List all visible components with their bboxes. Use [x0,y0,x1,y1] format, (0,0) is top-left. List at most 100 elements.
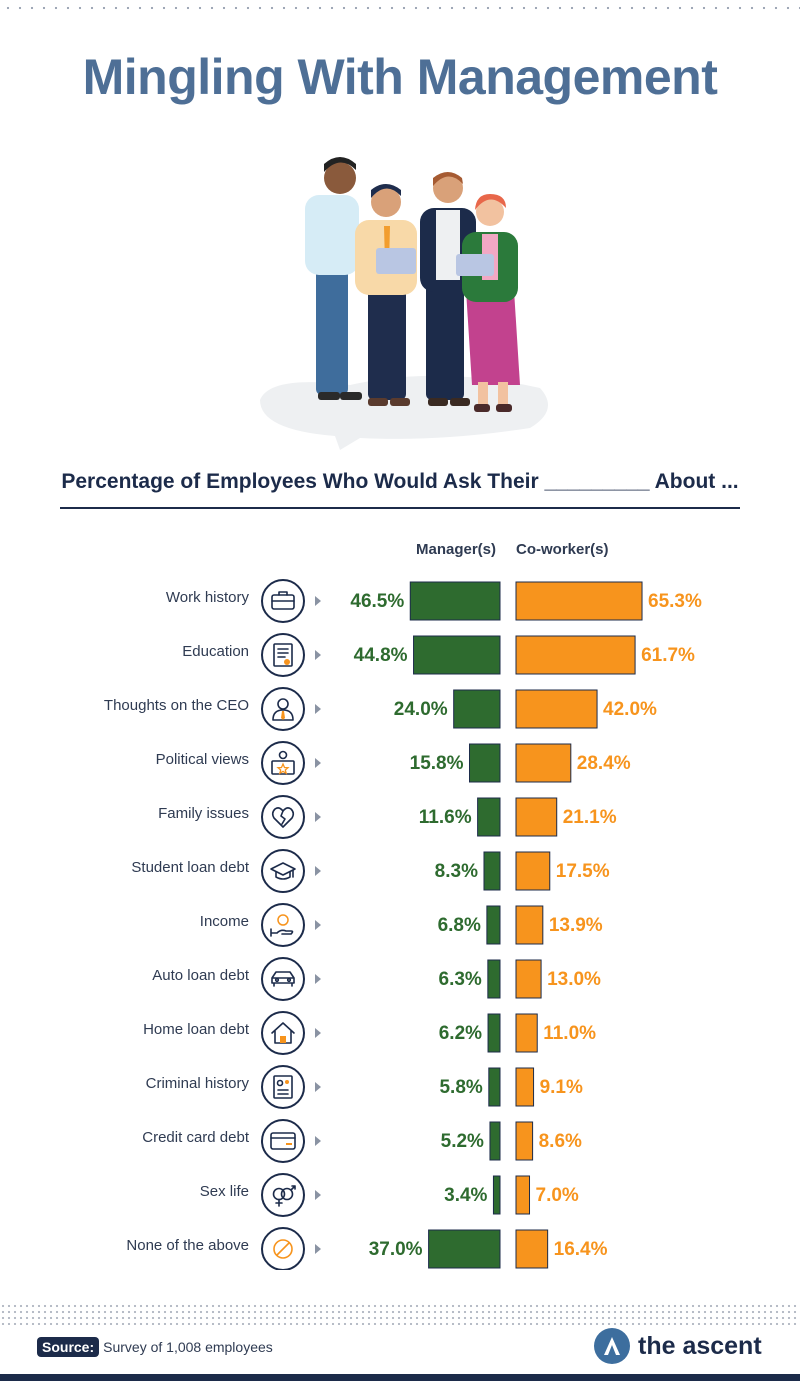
bar-manager [487,1013,501,1053]
value-label-manager: 37.0% [369,1239,423,1260]
graduation-cap-icon [261,849,305,893]
gender-symbols-icon [261,1173,305,1217]
value-label-coworker: 13.0% [547,969,601,990]
value-label-coworker: 9.1% [540,1077,583,1098]
row-arrow-icon [315,704,321,714]
row-arrow-icon [315,920,321,930]
value-label-coworker: 42.0% [603,699,657,720]
bar-manager [486,905,501,945]
row-arrow-icon [315,596,321,606]
value-label-manager: 11.6% [419,807,472,828]
value-label-manager: 8.3% [435,861,478,882]
row-arrow-icon [315,1028,321,1038]
value-label-manager: 5.2% [441,1131,484,1152]
bar-coworker [515,905,544,945]
category-label: Political views [156,751,249,768]
chart-row: Education 44.8% 61.7% [182,633,695,677]
value-label-manager: 3.4% [444,1185,487,1206]
value-label-coworker: 7.0% [536,1185,579,1206]
chart-row: Income 6.8% 13.9% [200,903,603,947]
brand-logo: the ascent [594,1328,762,1364]
bar-manager [453,689,501,729]
category-label: None of the above [126,1237,249,1254]
chart-subtitle: Percentage of Employees Who Would Ask Th… [61,470,739,493]
value-label-manager: 6.3% [439,969,482,990]
bar-coworker [515,1067,535,1107]
bar-coworker [515,635,636,675]
value-label-manager: 5.8% [439,1077,482,1098]
value-label-coworker: 16.4% [554,1239,608,1260]
prohibited-icon [261,1227,305,1270]
chart-row: Auto loan debt 6.3% 13.0% [152,957,601,1001]
category-label: Student loan debt [131,859,249,876]
subtitle-divider [60,507,740,509]
bar-coworker [515,1229,549,1269]
bar-coworker [515,797,558,837]
row-arrow-icon [315,1244,321,1254]
bar-manager [483,851,501,891]
value-label-coworker: 21.1% [563,807,617,828]
category-label: Sex life [200,1183,249,1200]
chart-row: Work history 46.5% 65.3% [166,579,702,623]
legend-coworker: Co-worker(s) [516,541,609,558]
bar-coworker [515,851,551,891]
credit-card-icon [261,1119,305,1163]
bar-manager [492,1175,501,1215]
bar-manager [469,743,501,783]
value-label-manager: 15.8% [410,753,464,774]
top-dot-border [0,0,800,16]
briefcase-icon [261,579,305,623]
bar-manager [487,959,501,999]
house-icon [261,1011,305,1055]
source-tag: Source: [37,1337,100,1357]
category-label: Work history [166,589,250,606]
bar-coworker [515,743,572,783]
voting-icon [261,741,305,785]
chart-row: Political views 15.8% 28.4% [156,741,631,785]
bar-manager [488,1067,501,1107]
row-arrow-icon [315,974,321,984]
row-arrow-icon [315,1082,321,1092]
bar-manager [489,1121,501,1161]
row-arrow-icon [315,866,321,876]
legend-manager: Manager(s) [416,541,497,558]
brand-name: the ascent [638,1331,762,1360]
category-label: Education [182,643,249,660]
car-icon [261,957,305,1001]
value-label-coworker: 17.5% [556,861,610,882]
row-arrow-icon [315,758,321,768]
value-label-coworker: 11.0% [543,1023,596,1044]
value-label-coworker: 28.4% [577,753,631,774]
bottom-bar [0,1374,800,1381]
chart-row: Family issues 11.6% 21.1% [158,795,617,839]
bar-coworker [515,581,643,621]
value-label-manager: 46.5% [350,591,404,612]
value-label-coworker: 13.9% [549,915,603,936]
category-label: Family issues [158,805,249,822]
value-label-manager: 6.2% [439,1023,482,1044]
bottom-dot-border [0,1303,800,1325]
category-label: Auto loan debt [152,967,250,984]
income-hand-icon [261,903,305,947]
category-label: Income [200,913,249,930]
category-label: Credit card debt [142,1129,250,1146]
bar-manager [477,797,501,837]
bar-manager [409,581,501,621]
chart-row: Student loan debt 8.3% 17.5% [131,849,610,893]
row-arrow-icon [315,812,321,822]
row-arrow-icon [315,1136,321,1146]
chart-row: Sex life 3.4% 7.0% [200,1173,579,1217]
broken-heart-icon [261,795,305,839]
value-label-manager: 44.8% [354,645,408,666]
value-label-coworker: 8.6% [539,1131,582,1152]
value-label-coworker: 65.3% [648,591,702,612]
bar-coworker [515,1175,531,1215]
chart-row: None of the above 37.0% 16.4% [126,1227,608,1270]
ascent-logo-icon [594,1328,630,1364]
ceo-icon [261,687,305,731]
category-label: Home loan debt [143,1021,250,1038]
bar-manager [428,1229,501,1269]
value-label-manager: 24.0% [394,699,448,720]
chart-row: Home loan debt 6.2% 11.0% [143,1011,596,1055]
bar-manager [413,635,501,675]
